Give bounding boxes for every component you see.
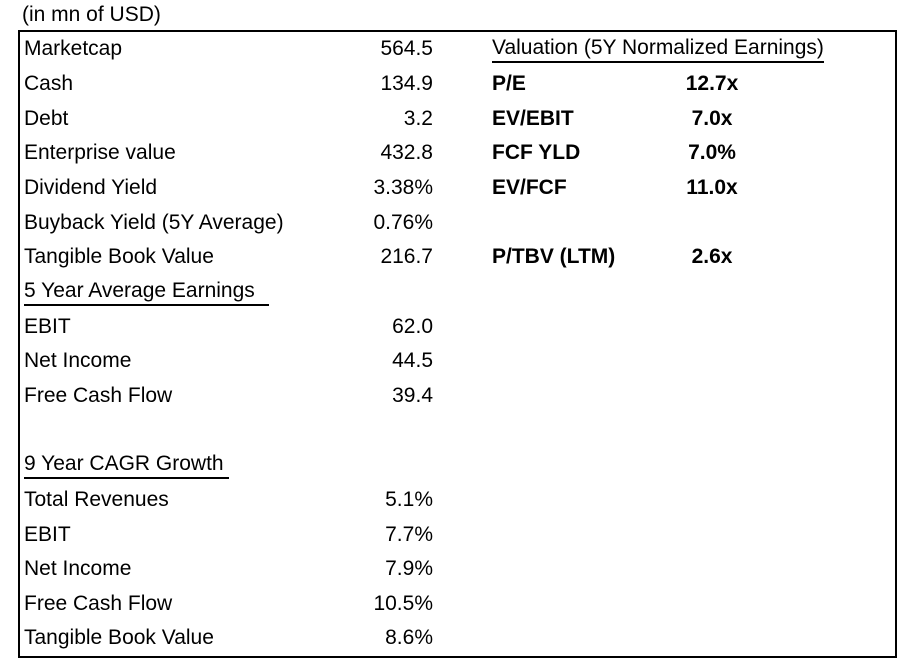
metric-label: Net Income (24, 557, 132, 581)
valuation-value: 2.6x (691, 245, 733, 269)
table-row: Marketcap 564.5 Valuation (5Y Normalized… (20, 32, 895, 67)
metric-value: 432.8 (380, 141, 433, 165)
valuation-value: 12.7x (685, 71, 739, 95)
valuation-value: 7.0x (691, 106, 733, 130)
metric-label: EBIT (24, 314, 71, 338)
metric-value: 3.38% (373, 175, 433, 199)
table-row: Debt 3.2 EV/EBIT 7.0x (20, 101, 895, 136)
table-row: Cash 134.9 P/E 12.7x (20, 67, 895, 102)
table-row: Total Revenues 5.1% (20, 483, 895, 518)
metric-label: Total Revenues (24, 487, 169, 511)
table-row: Net Income 7.9% (20, 552, 895, 587)
table-row: Dividend Yield 3.38% EV/FCF 11.0x (20, 171, 895, 206)
table-row: Free Cash Flow 39.4 (20, 379, 895, 414)
metric-value: 39.4 (392, 383, 433, 407)
metric-label: Marketcap (24, 37, 123, 61)
metric-label: Dividend Yield (24, 175, 158, 199)
metric-label: EBIT (24, 522, 71, 546)
metric-label: Buyback Yield (5Y Average) (24, 210, 284, 234)
metric-value: 564.5 (380, 37, 433, 61)
table-row: Tangible Book Value 8.6% (20, 621, 895, 656)
metric-label: Tangible Book Value (24, 245, 214, 269)
table-row: EBIT 62.0 (20, 309, 895, 344)
metric-value: 8.6% (385, 626, 433, 650)
unit-label: (in mn of USD) (22, 3, 161, 26)
valuation-label: P/E (492, 71, 526, 95)
valuation-header: Valuation (5Y Normalized Earnings) (492, 35, 895, 64)
metric-label: Debt (24, 106, 69, 130)
metric-value: 0.76% (373, 210, 433, 234)
metric-value: 10.5% (373, 591, 433, 615)
table-row: Tangible Book Value 216.7 P/TBV (LTM) 2.… (20, 240, 895, 275)
metric-value: 3.2 (403, 106, 433, 130)
table-row: Buyback Yield (5Y Average) 0.76% (20, 205, 895, 240)
table-row-blank (20, 413, 895, 448)
valuation-value: 7.0% (688, 141, 736, 165)
valuation-label: FCF YLD (492, 141, 581, 165)
valuation-label: EV/EBIT (492, 106, 574, 130)
metric-label: Enterprise value (24, 141, 176, 165)
metric-label: Tangible Book Value (24, 626, 214, 650)
metric-value: 5.1% (385, 487, 433, 511)
metric-label: Cash (24, 71, 74, 95)
section-header: 5 Year Average Earnings (20, 278, 313, 306)
section-header-text: 5 Year Average Earnings (24, 278, 269, 306)
table-row: 9 Year CAGR Growth (20, 448, 895, 483)
metric-value: 7.9% (385, 557, 433, 581)
valuation-label: P/TBV (LTM) (492, 245, 616, 269)
table-row: 5 Year Average Earnings (20, 275, 895, 310)
metric-value: 62.0 (392, 314, 433, 338)
table-row: Net Income 44.5 (20, 344, 895, 379)
metric-value: 44.5 (392, 349, 433, 373)
table-row: EBIT 7.7% (20, 517, 895, 552)
section-header: 9 Year CAGR Growth (20, 451, 313, 480)
metric-label: Free Cash Flow (24, 383, 173, 407)
metric-label: Free Cash Flow (24, 591, 173, 615)
financial-summary-table: Marketcap 564.5 Valuation (5Y Normalized… (18, 30, 897, 658)
valuation-header-text: Valuation (5Y Normalized Earnings) (492, 35, 824, 64)
valuation-label: EV/FCF (492, 175, 567, 199)
metric-value: 7.7% (385, 522, 433, 546)
table-row: Enterprise value 432.8 FCF YLD 7.0% (20, 136, 895, 171)
metric-value: 134.9 (380, 71, 433, 95)
metric-value: 216.7 (380, 245, 433, 269)
table-row: Free Cash Flow 10.5% (20, 587, 895, 622)
metric-label: Net Income (24, 349, 132, 373)
section-header-text: 9 Year CAGR Growth (24, 451, 229, 480)
valuation-value: 11.0x (686, 175, 738, 199)
